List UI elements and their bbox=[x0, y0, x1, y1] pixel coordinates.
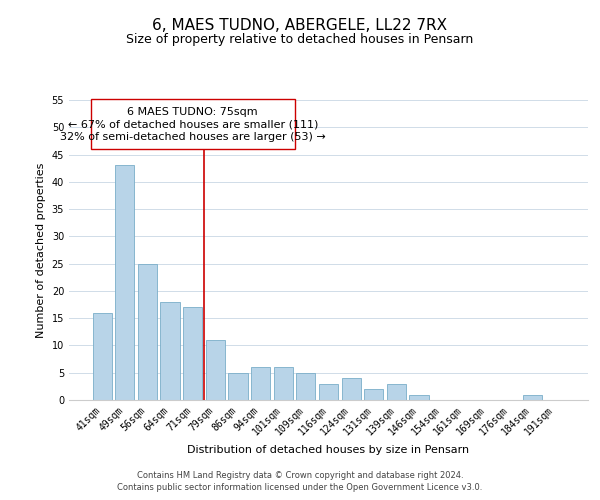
X-axis label: Distribution of detached houses by size in Pensarn: Distribution of detached houses by size … bbox=[187, 445, 470, 455]
Bar bbox=[183, 308, 202, 400]
Bar bbox=[229, 372, 248, 400]
Bar bbox=[341, 378, 361, 400]
Text: ← 67% of detached houses are smaller (111): ← 67% of detached houses are smaller (11… bbox=[68, 119, 318, 129]
Text: 6 MAES TUDNO: 75sqm: 6 MAES TUDNO: 75sqm bbox=[127, 106, 258, 117]
Bar bbox=[296, 372, 316, 400]
Bar bbox=[319, 384, 338, 400]
Bar bbox=[409, 394, 428, 400]
Bar bbox=[251, 368, 270, 400]
Bar bbox=[138, 264, 157, 400]
Text: Contains public sector information licensed under the Open Government Licence v3: Contains public sector information licen… bbox=[118, 484, 482, 492]
FancyBboxPatch shape bbox=[91, 99, 295, 149]
Bar bbox=[364, 389, 383, 400]
Bar bbox=[274, 368, 293, 400]
Bar bbox=[160, 302, 180, 400]
Text: 6, MAES TUDNO, ABERGELE, LL22 7RX: 6, MAES TUDNO, ABERGELE, LL22 7RX bbox=[152, 18, 448, 32]
Bar bbox=[92, 312, 112, 400]
Bar bbox=[387, 384, 406, 400]
Text: 32% of semi-detached houses are larger (53) →: 32% of semi-detached houses are larger (… bbox=[60, 132, 326, 141]
Bar bbox=[523, 394, 542, 400]
Bar bbox=[115, 166, 134, 400]
Text: Size of property relative to detached houses in Pensarn: Size of property relative to detached ho… bbox=[127, 32, 473, 46]
Text: Contains HM Land Registry data © Crown copyright and database right 2024.: Contains HM Land Registry data © Crown c… bbox=[137, 471, 463, 480]
Bar bbox=[206, 340, 225, 400]
Y-axis label: Number of detached properties: Number of detached properties bbox=[36, 162, 46, 338]
